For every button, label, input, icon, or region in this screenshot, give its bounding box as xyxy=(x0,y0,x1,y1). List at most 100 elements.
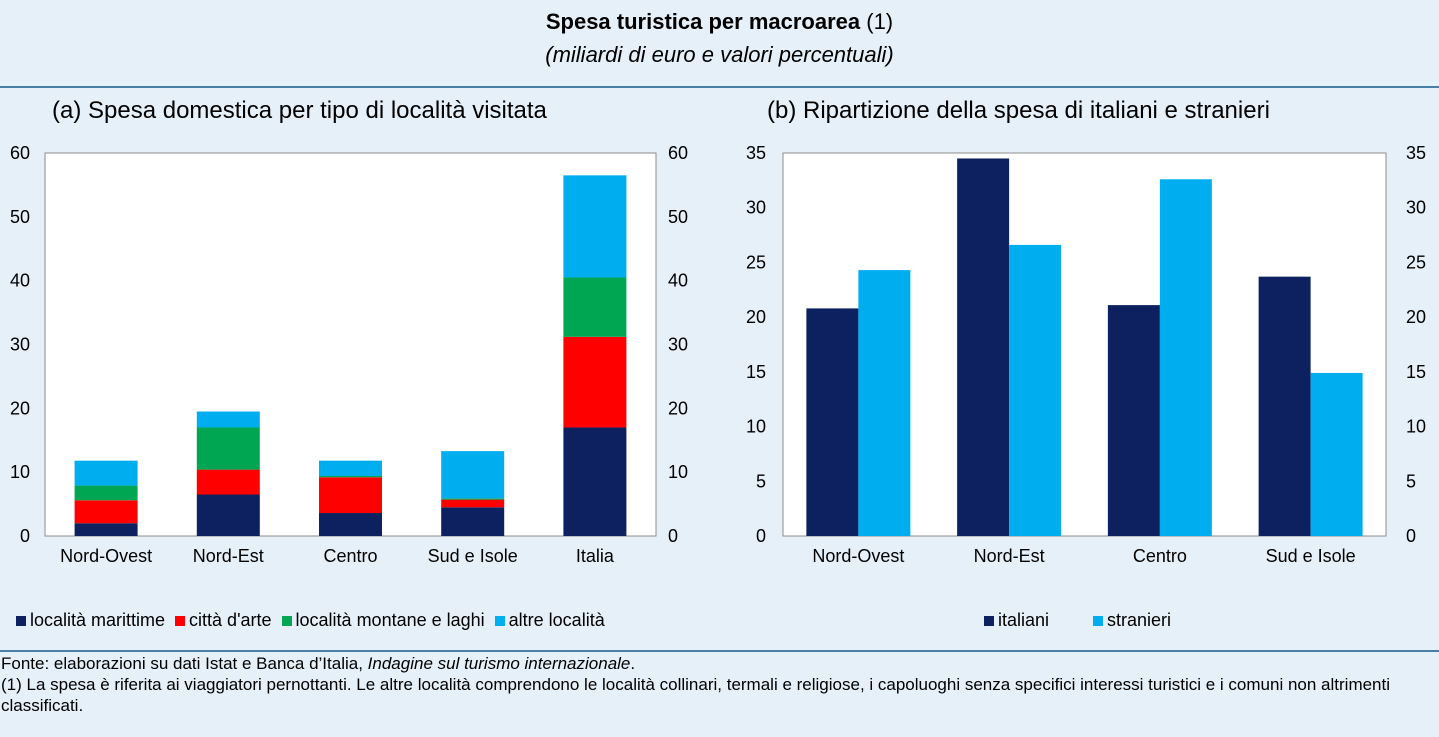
y-tick-left-20: 20 xyxy=(10,398,30,418)
legend-label: italiani xyxy=(998,610,1050,630)
y-tick-right-15: 15 xyxy=(1406,362,1426,382)
x-tick-nord-est: Nord-Est xyxy=(974,546,1045,566)
bar-sud-e-isole-stranieri xyxy=(1310,372,1363,536)
x-tick-italia: Italia xyxy=(576,546,615,566)
bar-nord-ovest-localit-montane-e-laghi xyxy=(74,485,138,501)
figure-title-main: Spesa turistica per macroarea xyxy=(545,9,861,34)
source-italic: Indagine sul turismo internazionale xyxy=(367,654,631,673)
legend-swatch xyxy=(281,615,292,626)
legend-swatch xyxy=(984,615,994,626)
y-tick-left-35: 35 xyxy=(746,143,766,163)
legend-item-stranieri: stranieri xyxy=(1093,610,1171,631)
y-tick-left-25: 25 xyxy=(746,252,766,272)
panel-b-title: (b) Ripartizione della spesa di italiani… xyxy=(767,97,1270,124)
legend-panel-a: località marittime città d'arte località m… xyxy=(16,610,615,631)
footnote: (1) La spesa è riferita ai viaggiatori p… xyxy=(1,675,1391,715)
figure-title-note: (1) xyxy=(866,9,894,34)
bar-sud-e-isole-citt-d-arte xyxy=(441,499,505,508)
y-tick-right-0: 0 xyxy=(1406,526,1416,546)
bar-nord-est-stranieri xyxy=(1009,244,1062,537)
legend-panel-b: italiani stranieri xyxy=(984,610,1181,631)
legend-swatch xyxy=(1093,615,1104,626)
y-tick-right-10: 10 xyxy=(668,462,688,482)
y-tick-right-25: 25 xyxy=(1406,252,1426,272)
legend-item-localit-montane-e-laghi: località montane e laghi xyxy=(281,610,485,631)
bar-nord-est-citt-d-arte xyxy=(196,469,260,495)
legend-item-italiani: italiani xyxy=(984,610,1049,631)
figure-footer: Fonte: elaborazioni su dati Istat e Banc… xyxy=(0,653,1439,716)
y-tick-left-10: 10 xyxy=(10,462,30,482)
bar-italia-localit-montane-e-laghi xyxy=(563,277,627,337)
bar-centro-citt-d-arte xyxy=(319,477,382,514)
y-tick-right-5: 5 xyxy=(1406,471,1416,491)
y-tick-right-30: 30 xyxy=(668,335,688,355)
y-tick-right-35: 35 xyxy=(1406,143,1426,163)
bar-centro-altre-localit xyxy=(319,460,382,476)
legend-swatch xyxy=(175,615,186,626)
source-prefix: Fonte: elaborazioni su dati Istat e Banc… xyxy=(1,654,368,673)
y-tick-right-0: 0 xyxy=(668,526,678,546)
y-tick-right-10: 10 xyxy=(1406,417,1426,437)
y-tick-left-30: 30 xyxy=(10,335,30,355)
x-tick-nord-ovest: Nord-Ovest xyxy=(60,546,152,566)
y-tick-right-50: 50 xyxy=(668,207,688,227)
y-tick-left-15: 15 xyxy=(746,362,766,382)
legend-label: altre località xyxy=(508,610,605,630)
y-tick-left-30: 30 xyxy=(746,198,766,218)
y-tick-left-60: 60 xyxy=(10,143,30,163)
x-tick-nord-est: Nord-Est xyxy=(193,546,264,566)
legend-label: città d'arte xyxy=(189,610,272,630)
x-tick-centro: Centro xyxy=(323,546,377,566)
bar-centro-italiani xyxy=(1107,305,1160,536)
y-tick-left-0: 0 xyxy=(20,526,30,546)
legend-item-citt-d-arte: città d'arte xyxy=(175,610,272,631)
x-tick-sud-e-isole: Sud e Isole xyxy=(1266,546,1356,566)
y-tick-left-40: 40 xyxy=(10,271,30,291)
bar-sud-e-isole-localit-marittime xyxy=(441,507,505,536)
bar-centro-localit-montane-e-laghi xyxy=(319,475,382,478)
y-tick-left-20: 20 xyxy=(746,307,766,327)
bar-italia-citt-d-arte xyxy=(563,336,627,428)
top-rule xyxy=(0,86,1439,88)
bar-centro-localit-marittime xyxy=(319,513,382,536)
legend-label: località marittime xyxy=(30,610,166,630)
y-tick-right-30: 30 xyxy=(1406,198,1426,218)
legend-label: località montane e laghi xyxy=(295,610,485,630)
x-tick-centro: Centro xyxy=(1133,546,1187,566)
bar-nord-ovest-italiani xyxy=(806,308,859,536)
legend-swatch xyxy=(494,615,505,626)
legend-item-localit-marittime: località marittime xyxy=(16,610,165,631)
source-suffix: . xyxy=(630,654,636,673)
figure-subtitle: (miliardi di euro e valori percentuali) xyxy=(545,42,894,67)
y-tick-left-5: 5 xyxy=(756,471,766,491)
bar-nord-est-italiani xyxy=(957,158,1010,536)
y-tick-right-20: 20 xyxy=(668,398,688,418)
y-tick-right-20: 20 xyxy=(1406,307,1426,327)
x-tick-nord-ovest: Nord-Ovest xyxy=(812,546,904,566)
y-tick-right-60: 60 xyxy=(668,143,688,163)
bar-italia-altre-localit xyxy=(563,175,627,278)
bar-nord-ovest-localit-marittime xyxy=(74,523,138,536)
legend-label: stranieri xyxy=(1107,610,1172,630)
bar-sud-e-isole-altre-localit xyxy=(441,451,505,499)
bar-nord-ovest-stranieri xyxy=(858,270,911,536)
bar-sud-e-isole-localit-montane-e-laghi xyxy=(441,498,505,500)
panel-a-title: (a) Spesa domestica per tipo di località… xyxy=(52,97,547,124)
source-note: Fonte: elaborazioni su dati Istat e Banc… xyxy=(0,653,1439,674)
bar-italia-localit-marittime xyxy=(563,427,627,536)
y-tick-left-10: 10 xyxy=(746,417,766,437)
bottom-rule xyxy=(0,650,1439,652)
legend-swatch xyxy=(16,615,26,626)
bar-nord-ovest-citt-d-arte xyxy=(74,500,138,524)
y-tick-left-50: 50 xyxy=(10,207,30,227)
bar-centro-stranieri xyxy=(1159,179,1212,536)
figure-title: Spesa turistica per macroarea (1) xyxy=(0,9,1439,35)
y-tick-left-0: 0 xyxy=(756,526,766,546)
bar-nord-est-localit-montane-e-laghi xyxy=(196,427,260,470)
bar-sud-e-isole-italiani xyxy=(1258,276,1311,536)
chart-header: Spesa turistica per macroarea (1) (milia… xyxy=(0,0,1439,88)
bar-nord-est-localit-marittime xyxy=(196,494,260,536)
bar-nord-est-altre-localit xyxy=(196,411,260,428)
x-tick-sud-e-isole: Sud e Isole xyxy=(428,546,518,566)
